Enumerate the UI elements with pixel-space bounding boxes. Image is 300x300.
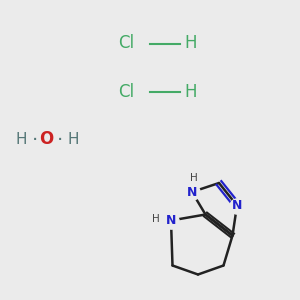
Text: N: N (166, 214, 176, 227)
Text: H: H (184, 34, 197, 52)
Text: H: H (152, 214, 159, 224)
Text: O: O (39, 130, 54, 148)
Text: Cl: Cl (118, 82, 134, 100)
Text: H: H (68, 132, 79, 147)
Text: ·: · (57, 131, 63, 151)
Text: H: H (184, 82, 197, 100)
Text: Cl: Cl (118, 34, 134, 52)
Text: N: N (187, 185, 197, 199)
Text: H: H (190, 172, 197, 183)
Text: H: H (15, 132, 27, 147)
Text: ·: · (32, 131, 38, 151)
Text: N: N (232, 199, 242, 212)
